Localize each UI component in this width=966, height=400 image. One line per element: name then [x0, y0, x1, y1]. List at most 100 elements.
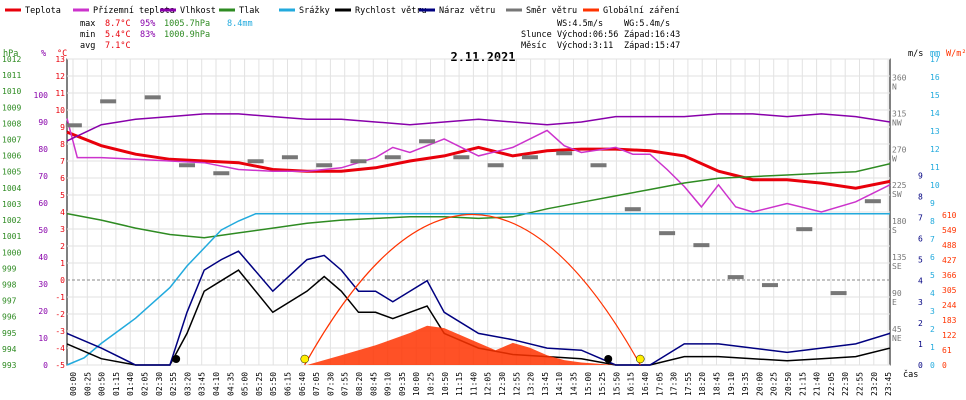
- x-tick-label: 08:20: [355, 372, 364, 396]
- x-tick-label: 21:40: [813, 372, 822, 396]
- axes: hPa% °C9939949959969979989991000100110021…: [2, 49, 966, 370]
- axis-title-ms: m/s: [908, 49, 923, 59]
- hpa-tick-label: 1000: [2, 248, 21, 257]
- hpa-tick-label: 999: [2, 264, 17, 273]
- x-tick-label: 22:30: [841, 372, 850, 396]
- x-axis-label: čas: [903, 369, 918, 380]
- stats-min-humidity: 83%: [140, 30, 155, 40]
- pct-tick-label: 70: [38, 172, 48, 181]
- degc-tick-label: -4: [55, 344, 65, 353]
- chart-legend: Teplota Přízemní teplota Vlhkost Tlak Srážky…: [5, 6, 680, 16]
- x-tick-label: 21:15: [798, 372, 807, 396]
- x-tick-label: 12:30: [498, 372, 507, 396]
- dir-tick-label: 270: [892, 145, 907, 154]
- ms-tick-label: 3: [918, 298, 923, 307]
- stats-max-label: max: [80, 19, 95, 29]
- x-tick-label: 15:00: [584, 372, 593, 396]
- grid: [67, 58, 890, 366]
- x-tick-label: 02:55: [169, 372, 178, 396]
- wind-speed-avg: WS:4.5m/s: [557, 19, 603, 29]
- wind-direction-mark: [796, 227, 813, 232]
- x-tick-label: 02:05: [141, 372, 150, 396]
- x-tick-label: 14:35: [570, 372, 579, 396]
- x-tick-label: 08:45: [369, 372, 378, 396]
- x-tick-label: 06:40: [298, 372, 307, 396]
- dir-tick-label: 225: [892, 181, 907, 190]
- series-line: [66, 130, 891, 190]
- wind-direction-mark: [144, 95, 161, 100]
- mm-tick-label: 9: [930, 199, 935, 208]
- wind-direction-mark: [213, 171, 230, 176]
- wind-direction-mark: [864, 199, 881, 204]
- wind-direction-mark: [556, 151, 573, 156]
- x-axis: 00:00 00:25 00:50 01:15 01:40 02:05 02:30 02:55…: [69, 372, 893, 396]
- x-tick-label: 18:20: [698, 372, 707, 396]
- sunrise-marker: [300, 354, 310, 364]
- dir-tick-label: 315: [892, 109, 907, 118]
- dir-letter-label: NE: [892, 334, 902, 343]
- degc-tick-label: 10: [55, 106, 65, 115]
- x-tick-label: 00:00: [69, 372, 78, 396]
- stats-max-temp: 8.7°C: [105, 19, 131, 29]
- hpa-tick-label: 993: [2, 361, 17, 370]
- wind-direction-mark: [624, 207, 641, 212]
- hpa-tick-label: 997: [2, 297, 17, 306]
- degc-tick-label: -1: [55, 293, 65, 302]
- mm-tick-label: 7: [930, 235, 935, 244]
- wind-direction-mark: [316, 163, 333, 168]
- ms-tick-label: 0: [918, 361, 923, 370]
- pct-tick-label: 0: [43, 361, 48, 370]
- degc-tick-label: 0: [60, 276, 65, 285]
- wm2-tick-label: 427: [942, 256, 957, 265]
- wind-direction-mark: [521, 155, 538, 160]
- mm-tick-label: 4: [930, 289, 935, 298]
- ms-tick-label: 5: [918, 256, 923, 265]
- legend-label: Rychlost větru: [355, 6, 427, 16]
- x-tick-label: 15:50: [612, 372, 621, 396]
- axis-title-wm2: W/m²: [946, 49, 966, 59]
- x-tick-label: 19:10: [727, 372, 736, 396]
- wm2-tick-label: 183: [942, 316, 957, 325]
- x-tick-label: 16:40: [641, 372, 650, 396]
- chart-title: 2.11.2021: [450, 50, 515, 64]
- pct-tick-label: 50: [38, 226, 48, 235]
- degc-tick-label: 6: [60, 174, 65, 183]
- x-tick-label: 12:55: [512, 372, 521, 396]
- ms-tick-label: 9: [918, 171, 923, 180]
- x-tick-label: 22:05: [827, 372, 836, 396]
- wind-direction-mark: [830, 291, 847, 296]
- wind-gust-max: WG:5.4m/s: [624, 19, 670, 29]
- wind-direction-mark: [727, 275, 744, 280]
- x-tick-label: 00:25: [83, 372, 92, 396]
- degc-tick-label: -5: [55, 361, 65, 370]
- sun-label: Slunce: [521, 30, 552, 40]
- series-radiation: [307, 325, 616, 365]
- hpa-tick-label: 998: [2, 280, 17, 289]
- wm2-tick-label: 244: [942, 301, 957, 310]
- mm-tick-label: 2: [930, 325, 935, 334]
- mm-tick-label: 14: [930, 109, 940, 118]
- axis-title-mm: mm: [930, 49, 940, 59]
- degc-tick-label: 13: [55, 55, 65, 64]
- legend-label: Vlhkost: [180, 6, 216, 16]
- hpa-tick-label: 1011: [2, 71, 21, 80]
- ms-tick-label: 4: [918, 277, 923, 286]
- x-tick-label: 17:55: [684, 372, 693, 396]
- x-tick-label: 04:35: [226, 372, 235, 396]
- x-tick-label: 20:50: [784, 372, 793, 396]
- x-tick-label: 09:35: [398, 372, 407, 396]
- dir-tick-label: 45: [892, 325, 902, 334]
- moonset-marker: [604, 355, 613, 363]
- wm2-tick-label: 549: [942, 226, 957, 235]
- wm2-tick-label: 122: [942, 331, 957, 340]
- degc-tick-label: 11: [55, 89, 65, 98]
- ms-tick-label: 7: [918, 213, 923, 222]
- mm-tick-label: 13: [930, 127, 940, 136]
- wind-direction-mark: [281, 155, 298, 160]
- series: [65, 95, 891, 366]
- x-tick-label: 16:15: [627, 372, 636, 396]
- wm2-tick-label: 488: [942, 241, 957, 250]
- x-tick-label: 17:30: [670, 372, 679, 396]
- pct-tick-label: 20: [38, 307, 48, 316]
- x-tick-label: 12:05: [484, 372, 493, 396]
